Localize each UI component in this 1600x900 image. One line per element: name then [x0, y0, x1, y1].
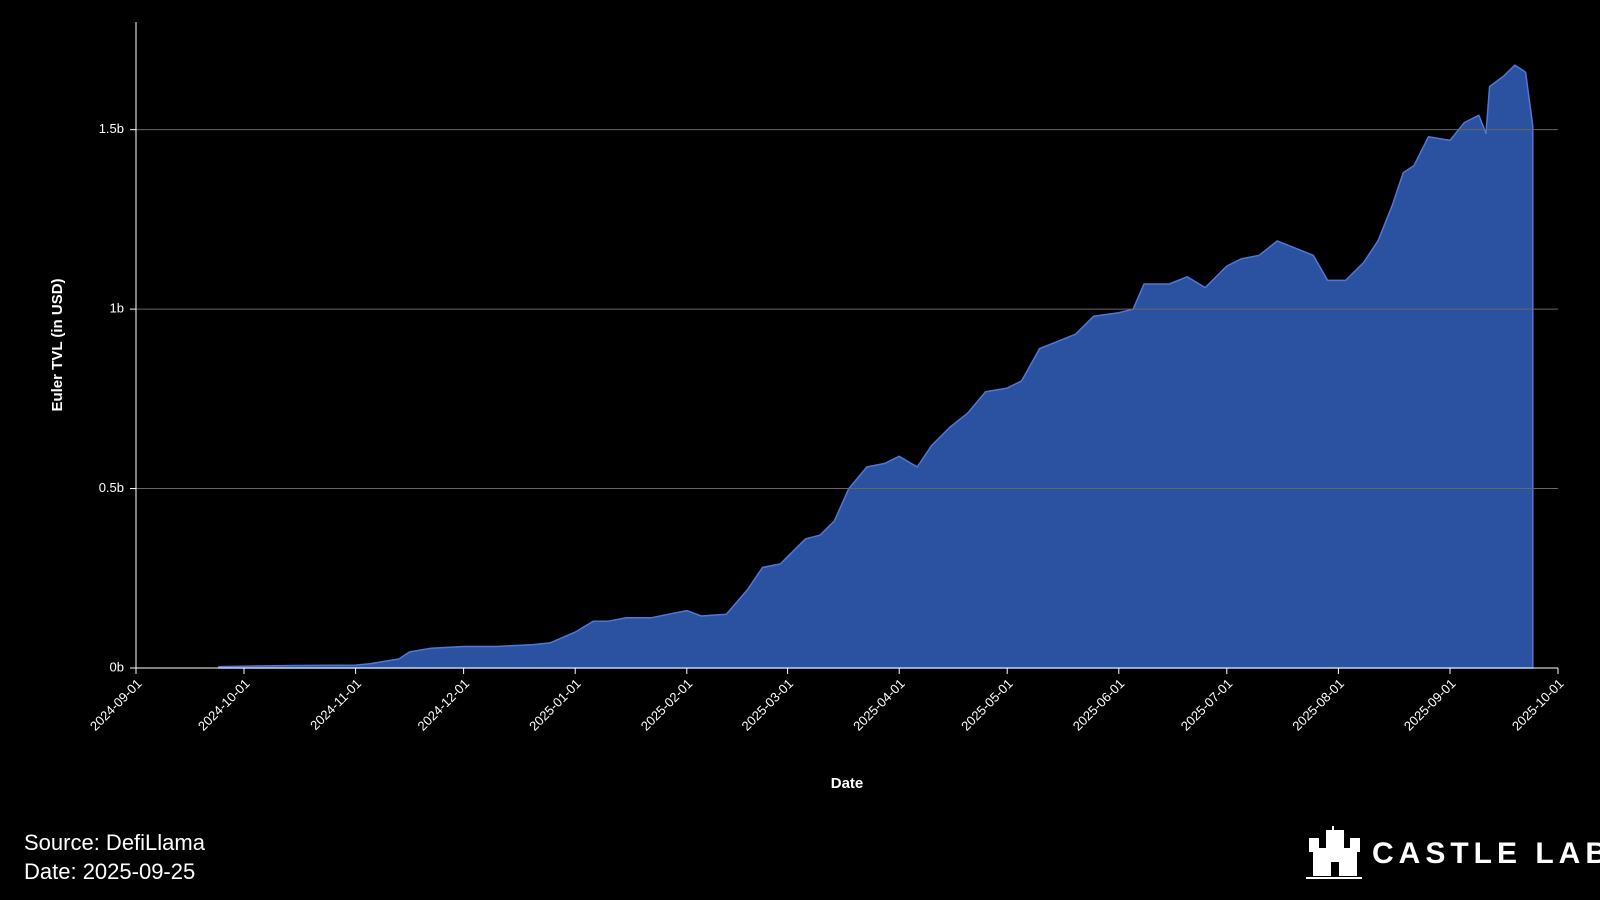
x-tick-label: 2024-10-01	[195, 676, 253, 734]
x-tick-label: 2024-12-01	[415, 676, 473, 734]
x-tick-label: 2024-11-01	[307, 676, 364, 733]
y-tick-label: 1.5b	[99, 121, 124, 136]
x-tick-label: 2025-05-01	[958, 676, 1016, 734]
brand-name: CASTLE LABS	[1372, 837, 1600, 870]
x-tick-label: 2024-09-01	[87, 676, 145, 734]
date-note: Date: 2025-09-25	[24, 859, 195, 884]
x-tick-label: 2025-03-01	[739, 676, 797, 734]
y-tick-label: 0.5b	[99, 480, 124, 495]
y-tick-label: 0b	[110, 659, 124, 674]
x-tick-label: 2025-08-01	[1289, 676, 1347, 734]
x-axis-title: Date	[831, 775, 864, 792]
y-tick-label: 1b	[110, 301, 124, 316]
source-note: Source: DefiLlama	[24, 830, 206, 855]
x-tick-label: 2025-04-01	[850, 676, 908, 734]
x-tick-label: 2025-06-01	[1070, 676, 1128, 734]
plot-area	[218, 64, 1534, 669]
area	[218, 64, 1534, 669]
brand-logo	[1306, 826, 1362, 879]
x-tick-label: 2025-01-01	[526, 676, 584, 734]
x-tick-label: 2025-07-01	[1178, 676, 1236, 734]
x-tick-label: 2025-10-01	[1509, 676, 1567, 734]
x-tick-label: 2025-09-01	[1401, 676, 1459, 734]
y-axis-title: Euler TVL (in USD)	[49, 278, 66, 411]
x-tick-label: 2025-02-01	[638, 676, 696, 734]
